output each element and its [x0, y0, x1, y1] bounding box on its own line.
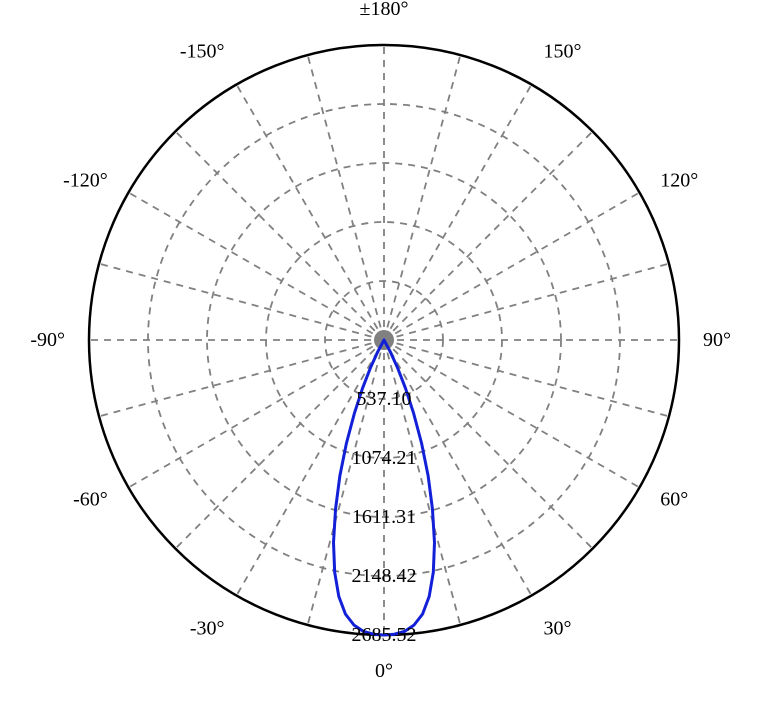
angle-label: 120° [660, 170, 698, 192]
angle-label: -90° [30, 329, 65, 351]
radial-label: 2685.52 [352, 624, 417, 646]
angle-label: 30° [544, 617, 572, 639]
radial-label: 537.10 [357, 388, 412, 410]
radial-label: 1074.21 [352, 447, 417, 469]
angle-label: -150° [180, 41, 225, 63]
angle-label: 0° [375, 660, 393, 682]
angle-label: 150° [544, 41, 582, 63]
radial-label: 1611.31 [352, 506, 416, 528]
angle-label: -120° [63, 170, 108, 192]
angle-label: 90° [703, 329, 731, 351]
polar-chart: 0° 30° 60° 90° 120° 150° ±180° -150° -120° -90° -6… [0, 0, 767, 709]
angle-label: -60° [73, 489, 108, 511]
radial-label: 2148.42 [352, 565, 417, 587]
angle-label: -30° [190, 617, 225, 639]
angle-label: ±180° [360, 0, 409, 20]
angle-label: 60° [660, 489, 688, 511]
